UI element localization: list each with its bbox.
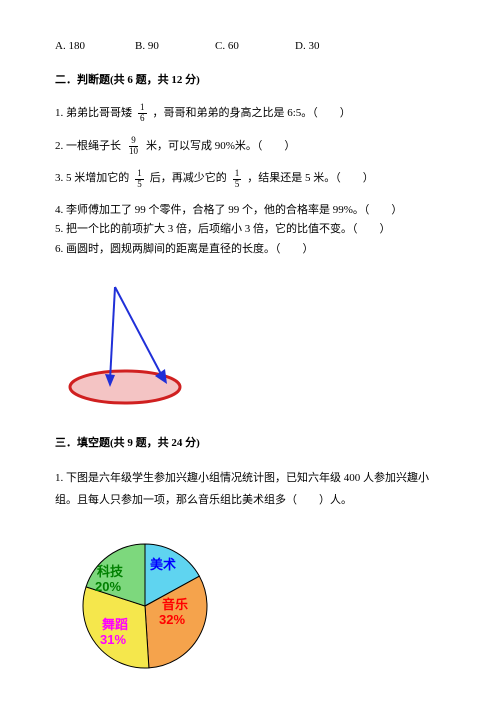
cone-diagram [55, 272, 445, 419]
q3-text-part1: 3. 5 米增加它的 [55, 170, 129, 188]
pie-percent: 31% [100, 632, 126, 647]
judge-q3: 3. 5 米增加它的 1 5 后，再减少它的 1 5 ，结果还是 5 米。（ ） [55, 169, 445, 190]
q2-text-part2: 米，可以写成 90%米。（ ） [146, 138, 295, 156]
pie-label: 舞蹈 [101, 617, 128, 632]
section-2-header: 二．判断题(共 6 题，共 12 分) [55, 72, 445, 90]
option-a: A. 180 [55, 38, 135, 56]
cone-arrow-right [115, 287, 162, 376]
section-3-header: 三．填空题(共 9 题，共 24 分) [55, 435, 445, 453]
cone-svg [55, 272, 215, 412]
q3-text-part3: ，结果还是 5 米。（ ） [247, 170, 374, 188]
q3-fraction2: 1 5 [233, 169, 242, 190]
pie-percent: 32% [159, 612, 185, 627]
pie-label: 音乐 [162, 597, 188, 612]
option-d: D. 30 [295, 38, 375, 56]
q1-fraction: 1 6 [138, 103, 147, 124]
judge-q1: 1. 弟弟比哥哥矮 1 6 ，哥哥和弟弟的身高之比是 6:5。（ ） [55, 103, 445, 124]
pie-svg: 美术音乐32% 舞蹈31% 科技20% [55, 521, 240, 681]
option-b: B. 90 [135, 38, 215, 56]
q1-text-part2: ，哥哥和弟弟的身高之比是 6:5。（ ） [153, 105, 351, 123]
q3-text-part2: 后，再减少它的 [150, 170, 227, 188]
q1-text-part1: 1. 弟弟比哥哥矮 [55, 105, 132, 123]
q2-text-part1: 2. 一根绳子长 [55, 138, 121, 156]
fill-q1: 1. 下图是六年级学生参加兴趣小组情况统计图，已知六年级 400 人参加兴趣小组… [55, 467, 445, 511]
judge-q4: 4. 李师傅加工了 99 个零件，合格了 99 个，他的合格率是 99%。（ ） [55, 202, 445, 220]
q2-fraction: 9 10 [127, 136, 140, 157]
multiple-choice-options: A. 180 B. 90 C. 60 D. 30 [55, 38, 445, 56]
judge-q5: 5. 把一个比的前项扩大 3 倍，后项缩小 3 倍，它的比值不变。（ ） [55, 221, 445, 239]
cone-arrow-left [110, 287, 115, 380]
pie-percent: 20% [95, 579, 121, 594]
pie-chart: 美术音乐32% 舞蹈31% 科技20% [55, 521, 445, 688]
judge-q2: 2. 一根绳子长 9 10 米，可以写成 90%米。（ ） [55, 136, 445, 157]
option-c: C. 60 [215, 38, 295, 56]
pie-label: 科技 [97, 564, 124, 579]
judge-q4-q6: 4. 李师傅加工了 99 个零件，合格了 99 个，他的合格率是 99%。（ ）… [55, 202, 445, 259]
judge-q6: 6. 画圆时，圆规两脚间的距离是直径的长度。（ ） [55, 241, 445, 259]
pie-label: 美术 [150, 557, 176, 572]
q3-fraction1: 1 5 [135, 169, 144, 190]
